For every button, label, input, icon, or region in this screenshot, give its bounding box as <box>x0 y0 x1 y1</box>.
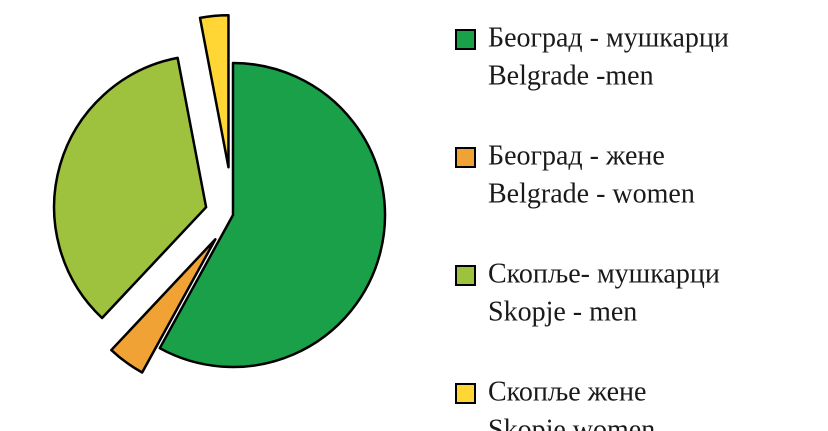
legend-swatch <box>455 147 476 168</box>
legend-label-en: Skopje women <box>488 414 655 431</box>
legend-swatch <box>455 383 476 404</box>
legend-label: Скопље- мушкарци <box>488 258 720 289</box>
pie-slice <box>52 56 208 320</box>
pie-slice <box>110 238 217 374</box>
legend-swatch <box>455 29 476 50</box>
legend-label: Београд - мушкарци <box>488 22 729 53</box>
legend-label-en: Skopje - men <box>488 296 637 327</box>
legend-label: Скопље жене <box>488 376 646 407</box>
legend-swatch <box>455 265 476 286</box>
pie-slice <box>158 61 387 369</box>
legend-label-en: Belgrade - women <box>488 178 695 209</box>
legend-label: Београд - жене <box>488 140 665 171</box>
legend-label-en: Belgrade -men <box>488 60 654 91</box>
pie-slice <box>198 13 230 169</box>
